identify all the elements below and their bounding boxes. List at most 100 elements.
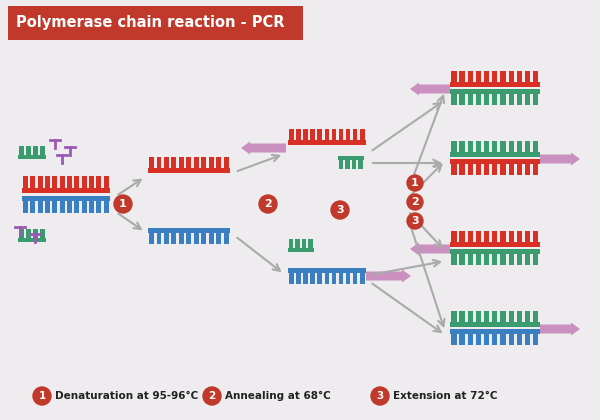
- Bar: [492, 71, 497, 82]
- Bar: [97, 176, 101, 188]
- Bar: [18, 155, 46, 159]
- Bar: [295, 239, 300, 248]
- Bar: [451, 71, 457, 82]
- Bar: [148, 228, 230, 233]
- Bar: [517, 141, 522, 152]
- Bar: [450, 329, 540, 334]
- Bar: [89, 176, 94, 188]
- Bar: [332, 273, 336, 284]
- Text: Extension at 72°C: Extension at 72°C: [393, 391, 497, 401]
- Bar: [460, 71, 465, 82]
- FancyArrow shape: [366, 270, 411, 283]
- Bar: [525, 334, 530, 345]
- Bar: [500, 164, 506, 175]
- Bar: [467, 141, 473, 152]
- Bar: [23, 201, 28, 213]
- Bar: [187, 233, 191, 244]
- Bar: [500, 141, 506, 152]
- Bar: [450, 82, 540, 87]
- Bar: [450, 159, 540, 164]
- Text: Polymerase chain reaction - PCR: Polymerase chain reaction - PCR: [16, 16, 284, 31]
- Bar: [500, 71, 506, 82]
- Bar: [451, 141, 457, 152]
- Bar: [450, 322, 540, 327]
- FancyArrow shape: [241, 142, 286, 155]
- Bar: [509, 71, 514, 82]
- Bar: [467, 164, 473, 175]
- Bar: [451, 94, 457, 105]
- Bar: [517, 334, 522, 345]
- Bar: [339, 160, 343, 169]
- Bar: [460, 94, 465, 105]
- Bar: [33, 146, 38, 155]
- Bar: [172, 233, 176, 244]
- Bar: [492, 254, 497, 265]
- Bar: [172, 157, 176, 168]
- Bar: [33, 229, 38, 238]
- Bar: [509, 164, 514, 175]
- Bar: [202, 233, 206, 244]
- Bar: [484, 311, 489, 322]
- Bar: [18, 238, 46, 242]
- Bar: [509, 311, 514, 322]
- Bar: [38, 176, 43, 188]
- Bar: [74, 176, 79, 188]
- Bar: [302, 239, 306, 248]
- Bar: [97, 201, 101, 213]
- Bar: [157, 233, 161, 244]
- Text: 1: 1: [119, 199, 127, 209]
- Bar: [67, 201, 72, 213]
- Circle shape: [203, 387, 221, 405]
- Bar: [525, 141, 530, 152]
- Bar: [460, 164, 465, 175]
- Bar: [492, 311, 497, 322]
- Bar: [31, 201, 35, 213]
- Bar: [303, 129, 308, 140]
- Bar: [460, 141, 465, 152]
- Bar: [289, 273, 293, 284]
- FancyArrow shape: [410, 82, 450, 95]
- Bar: [289, 129, 293, 140]
- Bar: [451, 164, 457, 175]
- Text: 3: 3: [376, 391, 383, 401]
- Bar: [358, 160, 363, 169]
- Bar: [450, 249, 540, 254]
- Bar: [164, 157, 169, 168]
- Bar: [45, 176, 50, 188]
- Bar: [476, 311, 481, 322]
- Bar: [202, 157, 206, 168]
- Circle shape: [407, 213, 423, 229]
- Bar: [216, 157, 221, 168]
- Bar: [194, 157, 199, 168]
- Bar: [179, 157, 184, 168]
- Bar: [224, 233, 229, 244]
- Bar: [525, 231, 530, 242]
- Bar: [525, 94, 530, 105]
- Text: 2: 2: [208, 391, 215, 401]
- Text: 2: 2: [264, 199, 272, 209]
- Bar: [40, 229, 44, 238]
- Bar: [40, 146, 44, 155]
- Bar: [500, 94, 506, 105]
- Bar: [52, 201, 57, 213]
- Bar: [525, 254, 530, 265]
- Bar: [460, 334, 465, 345]
- Bar: [509, 94, 514, 105]
- Text: Denaturation at 95-96°C: Denaturation at 95-96°C: [55, 391, 198, 401]
- Bar: [476, 71, 481, 82]
- Bar: [317, 273, 322, 284]
- Bar: [476, 94, 481, 105]
- Bar: [484, 164, 489, 175]
- FancyArrow shape: [540, 323, 580, 336]
- Bar: [500, 231, 506, 242]
- Bar: [209, 157, 214, 168]
- Bar: [525, 71, 530, 82]
- Bar: [451, 311, 457, 322]
- Bar: [45, 201, 50, 213]
- Bar: [450, 242, 540, 247]
- Bar: [157, 157, 161, 168]
- Bar: [450, 89, 540, 94]
- Bar: [460, 231, 465, 242]
- Bar: [352, 160, 356, 169]
- Circle shape: [371, 387, 389, 405]
